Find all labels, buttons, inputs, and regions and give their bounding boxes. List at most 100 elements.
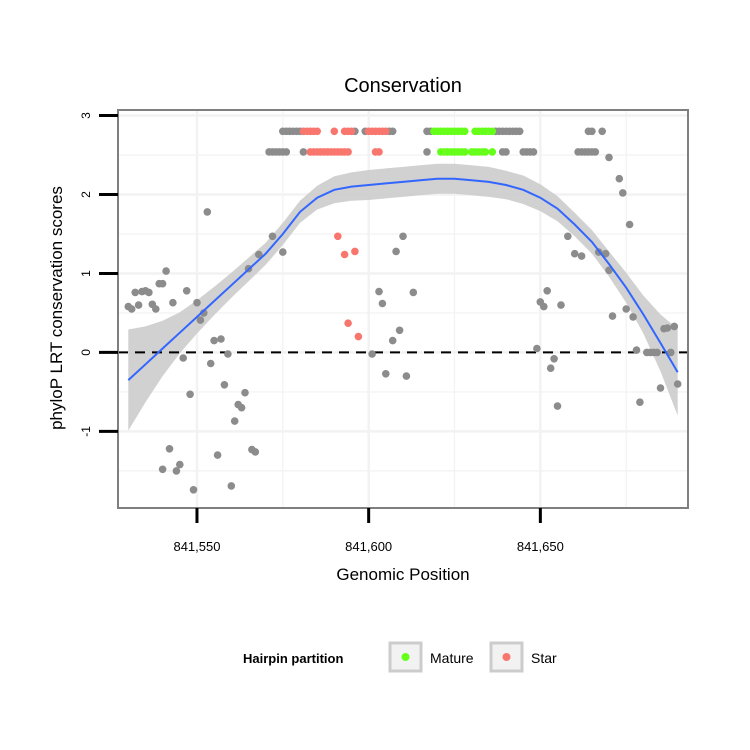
data-point-other <box>553 402 562 410</box>
data-point-other <box>529 148 538 156</box>
data-point-other <box>629 313 637 321</box>
y-tick-label: 2 <box>79 191 93 198</box>
data-point-other <box>176 460 184 469</box>
data-point-other <box>203 208 212 216</box>
data-point-other <box>268 232 277 241</box>
data-point-other <box>625 220 634 229</box>
data-point-other <box>673 380 682 388</box>
data-point-other <box>591 148 600 156</box>
data-point-other <box>279 248 287 256</box>
data-point-other <box>127 305 136 313</box>
data-point-other <box>217 335 225 343</box>
data-point-other <box>632 346 641 354</box>
data-point-other <box>388 127 397 136</box>
data-point-star <box>354 332 363 341</box>
data-point-other <box>615 174 624 183</box>
data-point-other <box>653 348 661 357</box>
data-point-other <box>368 350 376 358</box>
data-point-other <box>543 287 551 295</box>
data-point-other <box>131 288 139 297</box>
data-point-star <box>344 319 352 328</box>
data-point-other <box>399 232 407 241</box>
data-point-other <box>605 153 613 162</box>
data-point-other <box>423 148 431 156</box>
data-point-other <box>172 467 181 475</box>
data-point-other <box>200 309 208 317</box>
data-point-star <box>334 232 342 241</box>
y-tick-label: 0 <box>79 349 93 356</box>
data-point-other <box>206 359 215 368</box>
data-point-other <box>220 381 229 389</box>
data-point-other <box>169 298 177 307</box>
data-point-other <box>182 287 191 295</box>
data-point-star <box>330 127 339 136</box>
data-point-other <box>210 336 218 345</box>
data-point-other <box>588 127 596 136</box>
data-point-other <box>241 388 249 397</box>
data-point-other <box>251 448 260 456</box>
data-point-other <box>230 417 239 425</box>
data-point-other <box>619 189 627 197</box>
data-point-other <box>636 398 644 407</box>
y-tick-label: -1 <box>79 426 93 437</box>
data-point-other <box>165 445 174 453</box>
data-point-star <box>382 127 390 136</box>
data-point-other <box>402 372 411 380</box>
data-point-other <box>564 232 572 241</box>
data-point-other <box>224 350 232 358</box>
smooth-line <box>127 177 679 381</box>
legend-label-star: Star <box>531 650 557 666</box>
data-point-other <box>299 148 308 156</box>
data-point-other <box>423 127 431 136</box>
data-point-mature <box>461 127 469 136</box>
data-point-other <box>598 127 606 136</box>
legend: Hairpin partition Mature Star <box>243 641 557 673</box>
data-point-other <box>515 127 524 136</box>
data-point-other <box>189 486 198 494</box>
data-point-other <box>145 288 153 297</box>
data-point-other <box>540 302 548 311</box>
legend-swatch-star <box>502 653 511 661</box>
x-tick-label: 841,550 <box>173 539 220 554</box>
series-mature <box>430 127 497 156</box>
data-point-other <box>622 305 630 313</box>
data-point-other <box>670 322 679 331</box>
data-point-other <box>656 384 665 392</box>
data-point-mature <box>481 148 490 156</box>
data-point-other <box>550 355 558 363</box>
y-tick-label: 3 <box>79 112 93 119</box>
data-point-other <box>546 364 555 373</box>
data-point-mature <box>488 148 497 156</box>
data-point-other <box>388 336 397 345</box>
data-point-other <box>395 326 404 335</box>
data-point-other <box>134 301 143 309</box>
data-point-other <box>667 348 675 357</box>
data-point-star <box>344 148 352 156</box>
legend-label-mature: Mature <box>430 650 474 666</box>
data-point-star <box>375 148 383 156</box>
data-point-other <box>608 312 617 320</box>
y-axis-label: phyloP LRT conservation scores <box>47 186 66 430</box>
data-point-other <box>409 288 418 297</box>
data-point-star <box>351 247 359 256</box>
data-point-other <box>193 298 201 307</box>
data-point-other <box>382 370 390 378</box>
legend-swatch-mature <box>401 653 410 661</box>
data-point-other <box>227 482 236 490</box>
data-point-other <box>392 247 400 256</box>
data-point-other <box>663 324 672 332</box>
data-point-other <box>158 465 167 474</box>
data-point-star <box>347 127 356 136</box>
series-star <box>299 127 390 341</box>
data-point-star <box>340 250 349 259</box>
chart-title: Conservation <box>344 75 462 97</box>
panel-border <box>117 109 689 509</box>
x-tick-label: 841,600 <box>345 539 392 554</box>
data-point-other <box>378 299 387 308</box>
data-point-other <box>502 148 510 156</box>
data-point-other <box>533 344 541 353</box>
data-point-other <box>557 301 565 309</box>
x-axis-label: Genomic Position <box>336 565 469 584</box>
data-point-other <box>179 354 187 362</box>
